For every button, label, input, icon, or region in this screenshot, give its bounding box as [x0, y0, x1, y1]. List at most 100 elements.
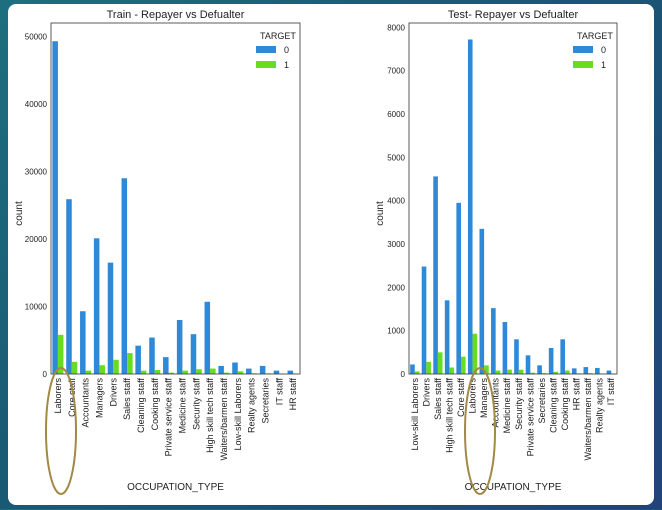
x-axis-label: OCCUPATION_TYPE: [465, 482, 562, 493]
x-tick-label-laborers: Laborers: [468, 378, 478, 414]
x-tick-label-realty-agents: Realty agents: [247, 378, 257, 434]
bar-accountants-target-0: [491, 308, 496, 374]
x-tick-label-security-staff: Security staff: [514, 378, 524, 430]
bar-medicine-staff-target-1: [507, 370, 512, 374]
x-tick-label-cleaning-staff: Cleaning staff: [136, 378, 146, 433]
legend-label-0: 0: [601, 45, 606, 55]
y-tick-label: 10000: [25, 303, 48, 312]
y-tick-label: 0: [43, 370, 48, 379]
bar-security-staff-target-1: [519, 370, 524, 374]
bar-low-skill-laborers-target-1: [238, 371, 244, 374]
y-tick-label: 40000: [25, 100, 48, 109]
bar-drivers-target-0: [422, 267, 427, 374]
y-tick-label: 5000: [387, 153, 405, 162]
x-tick-label-it-staff: IT staff: [606, 378, 616, 406]
bar-core-staff-target-0: [456, 203, 461, 374]
bar-realty-agents-target-0: [595, 368, 600, 374]
x-tick-label-low-skill-laborers: Low-skill Laborers: [233, 378, 243, 451]
bar-medicine-staff-target-1: [182, 371, 188, 374]
bar-private-service-staff-target-0: [163, 357, 169, 374]
legend-label-0: 0: [284, 45, 289, 55]
bar-cooking-staff-target-1: [565, 371, 570, 374]
bar-cooking-staff-target-0: [149, 338, 155, 374]
x-tick-label-secretaries: Secretaries: [260, 378, 270, 424]
bar-medicine-staff-target-0: [177, 320, 183, 374]
x-tick-label-laborers: Laborers: [53, 378, 63, 414]
x-tick-label-private-service-staff: Private service staff: [164, 378, 174, 457]
bar-private-service-staff-target-0: [526, 355, 531, 374]
bar-core-staff-target-1: [461, 357, 466, 374]
bar-low-skill-laborers-target-0: [410, 364, 415, 374]
plot-frame: [51, 23, 300, 374]
x-tick-label-cooking-staff: Cooking staff: [150, 378, 160, 431]
x-tick-label-it-staff: IT staff: [274, 378, 284, 406]
y-axis-label: count: [375, 201, 386, 226]
bar-cooking-staff-target-0: [560, 339, 565, 374]
x-tick-label-secretaries: Secretaries: [537, 378, 547, 424]
x-tick-label-drivers: Drivers: [421, 378, 431, 407]
charts-canvas: Train - Repayer vs Defualter010000200003…: [8, 4, 654, 505]
x-tick-label-hr-staff: HR staff: [572, 378, 582, 411]
y-tick-label: 2000: [387, 283, 405, 292]
bar-drivers-target-1: [113, 360, 119, 374]
bar-laborers-target-0: [468, 39, 473, 374]
bar-drivers-target-0: [108, 263, 114, 374]
y-axis-label: count: [14, 201, 25, 226]
y-tick-label: 4000: [387, 197, 405, 206]
bar-secretaries-target-0: [537, 365, 542, 374]
legend-title: TARGET: [260, 31, 296, 41]
y-tick-label: 20000: [25, 235, 48, 244]
y-tick-label: 3000: [387, 240, 405, 249]
bar-high-skill-tech-staff-target-0: [205, 302, 211, 374]
legend-title: TARGET: [577, 31, 613, 41]
bar-it-staff-target-0: [274, 371, 280, 374]
chart-title: Train - Repayer vs Defualter: [107, 9, 245, 21]
legend-swatch-0: [256, 46, 276, 53]
bar-medicine-staff-target-0: [503, 322, 508, 374]
bar-cleaning-staff-target-0: [549, 348, 554, 374]
legend-label-1: 1: [601, 60, 606, 70]
x-tick-label-sales-staff: Sales staff: [433, 378, 443, 420]
x-tick-label-waiters-barmen-staff: Waiters/barmen staff: [219, 378, 229, 461]
y-tick-label: 50000: [25, 33, 48, 42]
bar-it-staff-target-0: [607, 371, 612, 374]
x-tick-label-security-staff: Security staff: [191, 378, 201, 430]
y-tick-label: 0: [401, 370, 406, 379]
bar-accountants-target-0: [80, 311, 86, 374]
bar-cleaning-staff-target-1: [141, 371, 147, 374]
legend-swatch-1: [256, 61, 276, 68]
bar-high-skill-tech-staff-target-1: [449, 368, 454, 375]
x-tick-label-high-skill-tech-staff: High skill tech staff: [205, 378, 215, 453]
x-tick-label-waiters-barmen-staff: Waiters/barmen staff: [583, 378, 593, 461]
bar-managers-target-0: [94, 238, 100, 374]
x-tick-label-managers: Managers: [479, 378, 489, 419]
bar-laborers-target-1: [473, 334, 478, 374]
x-tick-label-realty-agents: Realty agents: [595, 378, 605, 434]
bar-managers-target-0: [479, 229, 484, 374]
bar-accountants-target-1: [86, 371, 92, 374]
bar-security-staff-target-0: [514, 339, 519, 374]
x-tick-label-sales-staff: Sales staff: [122, 378, 132, 420]
bar-secretaries-target-0: [260, 366, 266, 374]
bar-security-staff-target-1: [196, 369, 202, 374]
x-tick-label-cleaning-staff: Cleaning staff: [548, 378, 558, 433]
y-tick-label: 7000: [387, 67, 405, 76]
x-tick-label-cooking-staff: Cooking staff: [560, 378, 570, 431]
legend-swatch-0: [573, 46, 593, 53]
x-tick-label-accountants: Accountants: [81, 378, 91, 428]
bar-hr-staff-target-0: [572, 368, 577, 374]
test-chart: Test- Repayer vs Defualter01000200030004…: [375, 9, 617, 493]
y-tick-label: 1000: [387, 327, 405, 336]
bar-realty-agents-target-0: [246, 369, 252, 374]
x-tick-label-managers: Managers: [94, 378, 104, 419]
bar-core-staff-target-0: [66, 199, 72, 374]
bar-laborers-target-0: [52, 41, 58, 374]
bar-security-staff-target-0: [191, 334, 197, 374]
bar-low-skill-laborers-target-0: [232, 363, 238, 374]
bar-hr-staff-target-0: [288, 371, 294, 374]
x-tick-label-high-skill-tech-staff: High skill tech staff: [444, 378, 454, 453]
x-tick-label-medicine-staff: Medicine staff: [177, 378, 187, 434]
bar-drivers-target-1: [426, 362, 431, 374]
bar-managers-target-1: [99, 365, 105, 374]
